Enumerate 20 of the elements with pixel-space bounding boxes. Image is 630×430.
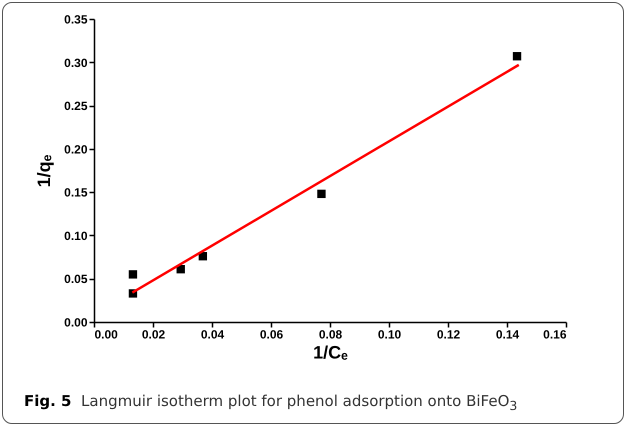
y-tick-label: 0.20 [64, 142, 88, 156]
x-tick-label: 0.06 [260, 328, 284, 342]
y-tick-label: 0.05 [64, 272, 88, 286]
y-tick-label: 0.10 [64, 228, 88, 243]
x-tick-label: 0.02 [142, 328, 166, 342]
y-axis-title: 1/qₑ [34, 154, 54, 188]
y-tick-label: 0.30 [64, 56, 88, 70]
x-tick-label: 0.10 [378, 328, 402, 342]
x-tick-label: 0.16 [543, 328, 567, 342]
x-tick-label: 0.14 [496, 328, 520, 342]
y-tick-label: 0.00 [64, 316, 88, 330]
y-tick-label: 0.15 [64, 186, 88, 200]
x-tick-label: 0.08 [318, 328, 342, 342]
x-tick-label: 0.00 [94, 328, 118, 342]
y-tick-label: 0.35 [64, 12, 88, 26]
x-axis-title: 1/Cₑ [313, 342, 348, 362]
x-tick-label: 0.12 [436, 328, 460, 342]
y-tick-label: 0.25 [64, 99, 88, 114]
caption: Fig. 5 Langmuir isotherm plot for phenol adsorption onto BiFeO$_{3}$ [24, 392, 518, 413]
x-tick-label: 0.04 [200, 328, 224, 342]
